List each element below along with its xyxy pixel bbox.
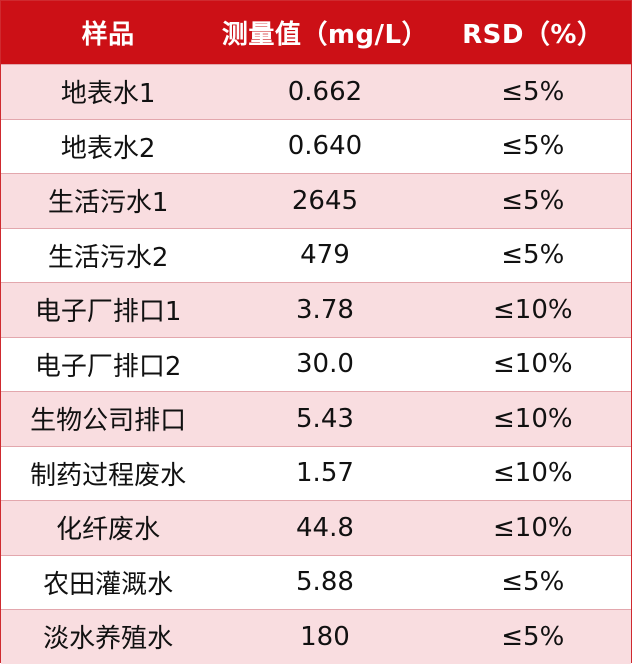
cell-rsd: ≤10%: [493, 294, 573, 325]
table-row: 地表水2 0.640 ≤5%: [1, 118, 631, 173]
cell-measurement: 479: [300, 240, 350, 271]
cell-measurement: 5.88: [296, 567, 354, 598]
table-row: 地表水1 0.662 ≤5%: [1, 64, 631, 119]
table-row: 生活污水1 2645 ≤5%: [1, 173, 631, 228]
cell-measurement: 5.43: [296, 403, 354, 434]
cell-measurement: 1.57: [296, 458, 354, 489]
table-row: 电子厂排口1 3.78 ≤10%: [1, 282, 631, 337]
cell-sample: 电子厂排口2: [34, 351, 182, 382]
cell-rsd: ≤5%: [501, 240, 565, 271]
cell-rsd: ≤10%: [493, 458, 573, 489]
table-row: 化纤废水 44.8 ≤10%: [1, 500, 631, 555]
header-measurement: 测量值（mg/L）: [221, 20, 429, 50]
cell-rsd: ≤5%: [501, 185, 565, 216]
cell-sample: 淡水养殖水: [43, 624, 174, 655]
cell-measurement: 30.0: [296, 349, 354, 380]
cell-sample: 生物公司排口: [30, 406, 187, 437]
cell-measurement: 3.78: [296, 294, 354, 325]
cell-rsd: ≤5%: [501, 567, 565, 598]
cell-measurement: 180: [300, 621, 350, 652]
cell-sample: 地表水2: [60, 133, 156, 164]
cell-rsd: ≤5%: [501, 621, 565, 652]
table-row: 生物公司排口 5.43 ≤10%: [1, 391, 631, 446]
table-header: 样品 测量值（mg/L） RSD（%）: [1, 1, 631, 64]
table-row: 生活污水2 479 ≤5%: [1, 227, 631, 282]
cell-measurement: 44.8: [296, 512, 354, 543]
header-sample: 样品: [81, 20, 135, 50]
cell-sample: 生活污水2: [47, 242, 169, 273]
cell-sample: 化纤废水: [56, 515, 161, 546]
cell-sample: 生活污水1: [47, 188, 169, 219]
cell-sample: 农田灌溉水: [43, 569, 174, 600]
cell-measurement: 2645: [291, 185, 359, 216]
cell-rsd: ≤5%: [501, 131, 565, 162]
cell-sample: 地表水1: [60, 79, 156, 110]
cell-sample: 电子厂排口1: [34, 297, 182, 328]
cell-rsd: ≤5%: [501, 76, 565, 107]
table-row: 电子厂排口2 30.0 ≤10%: [1, 336, 631, 391]
header-rsd: RSD（%）: [462, 20, 604, 50]
cell-rsd: ≤10%: [493, 349, 573, 380]
cell-measurement: 0.662: [287, 76, 363, 107]
cell-sample: 制药过程废水: [30, 460, 187, 491]
cell-rsd: ≤10%: [493, 512, 573, 543]
table-row: 农田灌溉水 5.88 ≤5%: [1, 554, 631, 609]
cell-rsd: ≤10%: [493, 403, 573, 434]
table-row: 淡水养殖水 180 ≤5%: [1, 609, 631, 664]
cell-measurement: 0.640: [287, 131, 363, 162]
table-row: 制药过程废水 1.57 ≤10%: [1, 445, 631, 500]
